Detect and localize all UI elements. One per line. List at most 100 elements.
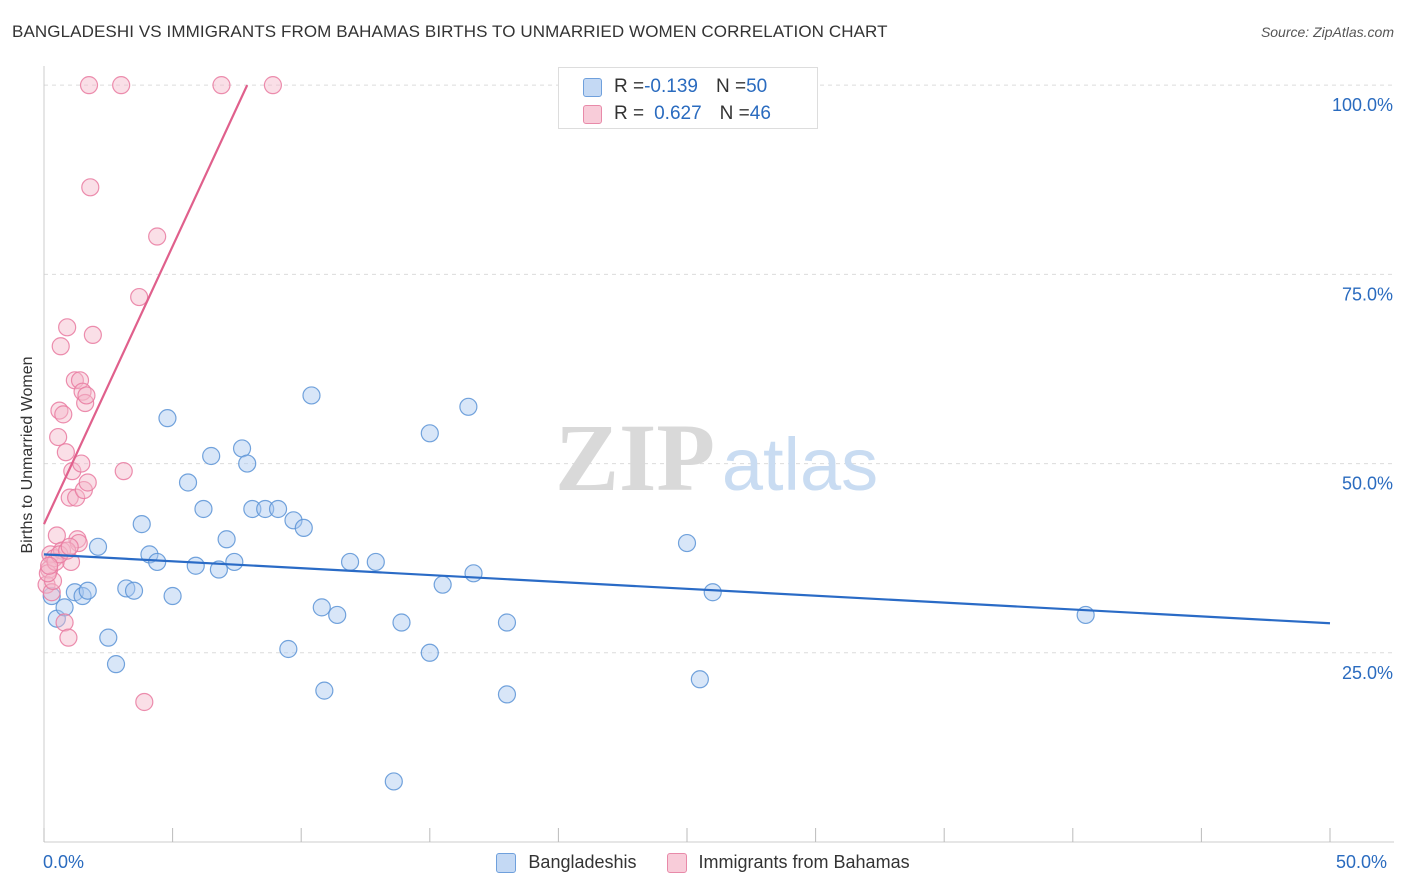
- point-bangladeshis: [420, 643, 439, 662]
- point-bangladeshis: [88, 537, 108, 556]
- point-bahamas: [67, 488, 86, 507]
- point-bahamas: [78, 473, 97, 492]
- y-tick-label: 75.0%: [1342, 284, 1393, 304]
- chart-title: BANGLADESHI VS IMMIGRANTS FROM BAHAMAS B…: [12, 22, 888, 41]
- y-tick-label: 100.0%: [1332, 95, 1393, 115]
- point-bahamas: [56, 443, 75, 462]
- legend-item-bahamas[interactable]: Immigrants from Bahamas: [666, 852, 910, 873]
- point-bangladeshis: [163, 586, 182, 606]
- point-bangladeshis: [194, 499, 213, 519]
- point-bangladeshis: [315, 681, 334, 700]
- legend: Bangladeshis Immigrants from Bahamas: [0, 852, 1406, 873]
- point-bahamas: [55, 613, 74, 632]
- watermark-zip: ZIP: [555, 404, 715, 511]
- point-bangladeshis: [433, 575, 452, 594]
- point-bangladeshis: [677, 533, 697, 553]
- source-label: Source: ZipAtlas.com: [1260, 24, 1394, 40]
- point-bangladeshis: [106, 655, 126, 674]
- point-bangladeshis: [238, 454, 257, 473]
- point-bahamas: [54, 405, 73, 424]
- point-bangladeshis: [497, 685, 517, 704]
- point-bahamas: [70, 371, 90, 390]
- watermark-atlas: atlas: [722, 423, 878, 506]
- legend-label: Immigrants from Bahamas: [698, 852, 910, 872]
- point-bangladeshis: [99, 628, 118, 647]
- point-bangladeshis: [73, 586, 92, 606]
- point-bangladeshis: [384, 772, 403, 791]
- y-tick-label: 25.0%: [1342, 663, 1393, 683]
- stats-n-value: 50: [746, 76, 768, 97]
- point-bahamas: [49, 427, 68, 447]
- point-bangladeshis: [232, 439, 252, 458]
- point-bangladeshis: [420, 424, 439, 443]
- point-bahamas: [148, 227, 167, 246]
- point-bahamas: [83, 325, 102, 345]
- stats-r-value: -0.139: [644, 76, 698, 97]
- stats-n-label: N =: [719, 103, 750, 124]
- point-bangladeshis: [217, 530, 236, 549]
- watermark: ZIP atlas: [555, 404, 878, 511]
- point-bahamas: [76, 393, 95, 413]
- point-bangladeshis: [140, 545, 159, 564]
- point-bangladeshis: [202, 446, 221, 466]
- grid-lines: [44, 84, 1394, 654]
- point-bangladeshis: [178, 473, 198, 492]
- legend-swatch-bahamas: [666, 852, 687, 873]
- stats-swatch-bangladeshis: [583, 77, 602, 97]
- stats-r-value: 0.627: [654, 103, 702, 124]
- point-bangladeshis: [464, 564, 483, 583]
- point-bangladeshis: [158, 409, 177, 428]
- trend-line-bangladeshis: [43, 553, 1331, 625]
- legend-item-bangladeshis[interactable]: Bangladeshis: [496, 852, 637, 873]
- point-bangladeshis: [225, 552, 244, 572]
- point-bahamas: [263, 76, 283, 95]
- point-bangladeshis: [124, 581, 144, 600]
- point-bahamas: [77, 386, 96, 405]
- point-bahamas: [40, 556, 59, 575]
- stats-swatch-bahamas: [583, 104, 602, 124]
- point-bahamas: [79, 76, 99, 95]
- point-bangladeshis: [328, 605, 347, 625]
- point-bahamas: [135, 692, 154, 712]
- x-tick-max: 50.0%: [1336, 852, 1388, 872]
- stats-box: R = -0.139 N = 50 R = 0.627 N = 46: [558, 67, 818, 129]
- point-bangladeshis: [703, 583, 722, 602]
- point-bahamas: [51, 337, 70, 356]
- stats-n-label: N =: [715, 76, 747, 97]
- point-bangladeshis: [284, 511, 303, 530]
- point-bangladeshis: [392, 613, 411, 632]
- trend-lines: [43, 84, 1331, 625]
- legend-swatch-bangladeshis: [496, 852, 517, 873]
- point-bangladeshis: [340, 552, 360, 572]
- point-bahamas: [130, 287, 149, 307]
- point-bahamas: [112, 76, 131, 95]
- point-bahamas: [60, 537, 79, 556]
- stats-row-bahamas: R = 0.627 N = 46: [583, 102, 771, 126]
- legend-label: Bangladeshis: [528, 852, 637, 872]
- point-bahamas: [60, 488, 79, 507]
- point-bangladeshis: [294, 518, 313, 538]
- point-bangladeshis: [312, 598, 331, 617]
- data-points: [37, 76, 1095, 791]
- point-bangladeshis: [256, 499, 275, 519]
- point-bangladeshis: [366, 552, 385, 572]
- point-bangladeshis: [690, 670, 709, 689]
- point-bangladeshis: [148, 552, 167, 572]
- point-bangladeshis: [186, 556, 205, 575]
- y-tick-label: 50.0%: [1342, 474, 1393, 494]
- point-bangladeshis: [459, 397, 478, 416]
- point-bahamas: [114, 462, 133, 481]
- point-bahamas: [81, 178, 100, 197]
- point-bangladeshis: [243, 499, 262, 519]
- point-bangladeshis: [497, 613, 517, 632]
- stats-r-label: R =: [614, 103, 645, 124]
- point-bahamas: [59, 628, 78, 647]
- point-bangladeshis: [268, 499, 288, 519]
- stats-r-label: R =: [614, 76, 645, 97]
- point-bangladeshis: [132, 515, 151, 534]
- point-bahamas: [58, 318, 77, 337]
- y-tick-labels: 25.0% 50.0% 75.0% 100.0%: [1332, 95, 1393, 683]
- stats-n-value: 46: [749, 103, 771, 124]
- point-bangladeshis: [55, 598, 74, 617]
